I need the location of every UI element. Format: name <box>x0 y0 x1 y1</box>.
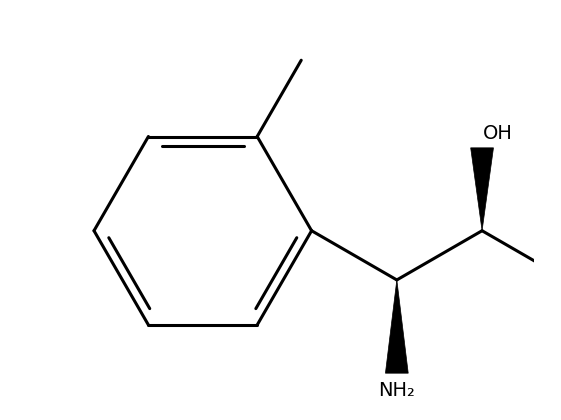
Polygon shape <box>385 280 408 373</box>
Text: NH₂: NH₂ <box>378 381 415 401</box>
Text: OH: OH <box>482 123 513 143</box>
Polygon shape <box>471 148 494 231</box>
